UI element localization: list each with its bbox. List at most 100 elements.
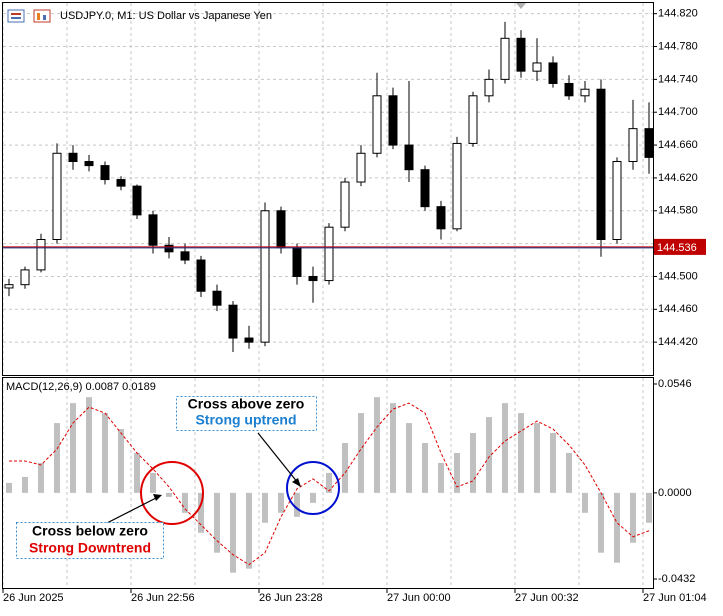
histogram-bar [86,397,92,493]
histogram-bar [22,476,28,493]
candle-body [4,284,14,289]
icon [37,13,40,20]
candle-body [404,144,414,171]
y-tick-label: 144.820 [658,8,698,20]
histogram-bar [118,429,124,493]
annotation-title: Cross above zero [188,396,305,412]
marks-layer [3,21,654,573]
candle-body [148,214,158,246]
candle-body [596,88,606,241]
histogram-bar [134,452,140,493]
indicator-title: MACD(12,26,9) 0.0087 0.0189 [6,381,156,393]
histogram-bar [278,492,284,513]
price-panel-border [2,2,654,376]
candle-body [276,210,286,249]
histogram-bar [454,452,460,493]
annotation-box [16,522,164,559]
icon [7,9,25,23]
histogram-bar [374,397,380,493]
candle-body [420,169,430,208]
histogram-bar [166,492,172,497]
histogram-bar [326,472,332,493]
macd-panel-border [2,377,654,589]
y-tick-label: 0.0000 [658,487,692,499]
y-tick-label: 144.620 [658,172,698,184]
candle-body [612,160,622,241]
x-tick-label: 26 Jun 2025 [3,592,64,604]
histogram-bar [246,492,252,569]
candle-body [628,128,638,162]
candle-body [244,337,254,343]
arrow [104,496,159,525]
candle-body [132,185,142,216]
histogram-bar [38,462,44,493]
symbol-icons [7,3,526,23]
candle-body [452,142,462,230]
candle-body [116,179,126,187]
candle-body [36,239,46,271]
histogram-bar [390,403,396,493]
candle-body [500,37,510,80]
histogram-bar [582,492,588,513]
annotation-box [176,396,317,431]
candle-body [84,160,94,167]
histogram-bar [630,492,636,543]
histogram-bar [342,443,348,493]
grid-layer [2,3,653,588]
histogram-bar [262,492,268,523]
x-tick-label: 27 Jun 00:32 [515,592,579,604]
candle-body [372,95,382,154]
candle-body [564,82,574,97]
histogram-bar [70,403,76,493]
highlight-circle [286,461,340,515]
histogram-bar [198,492,204,533]
annotation-title: Cross below zero [32,523,148,539]
histogram-bar [566,452,572,493]
icon [43,15,46,20]
candle-body [164,244,174,253]
histogram-bar [502,403,508,493]
y-tick-label: 0.0546 [658,378,692,390]
candle-body [196,259,206,292]
signal-line [9,402,650,566]
histogram-bar [534,423,540,493]
histogram-bar [518,413,524,493]
y-tick-label: 144.420 [658,336,698,348]
y-tick-label: 144.500 [658,270,698,282]
histogram-bar [646,492,652,523]
candle-body [516,37,526,72]
current-price-label: 144.536 [657,242,697,254]
candle-body [68,152,78,162]
histogram-bar [406,423,412,493]
histogram-bar [6,482,12,493]
y-tick-label: 144.660 [658,139,698,151]
histogram-bar [54,423,60,493]
candle-body [228,304,238,339]
chart-title: USDJPY.0, M1: US Dollar vs Japanese Yen [60,10,272,22]
x-tick-label: 26 Jun 22:56 [131,592,195,604]
shift-marker [516,3,526,9]
candle-body [532,62,542,72]
candle-body [484,78,494,97]
candle-body [644,128,654,158]
icon [33,9,51,23]
x-tick-label: 27 Jun 00:00 [387,592,451,604]
histogram-bar [214,492,220,553]
histogram-bar [422,443,428,493]
histogram-bar [102,413,108,493]
candle-body [340,181,350,228]
histogram-bar [470,433,476,493]
arrowhead [153,494,162,501]
histogram-bar [598,492,604,553]
candle-body [292,247,302,277]
histogram-bar [614,492,620,563]
candle-body [580,88,590,97]
candle-body [388,95,398,146]
y-tick-label: 144.580 [658,205,698,217]
candle-body [212,290,222,306]
histogram-bar [438,462,444,493]
histogram-bar [230,492,236,573]
candle-body [308,275,318,282]
histogram-bar [358,413,364,493]
y-tick-label: 144.460 [658,303,698,315]
